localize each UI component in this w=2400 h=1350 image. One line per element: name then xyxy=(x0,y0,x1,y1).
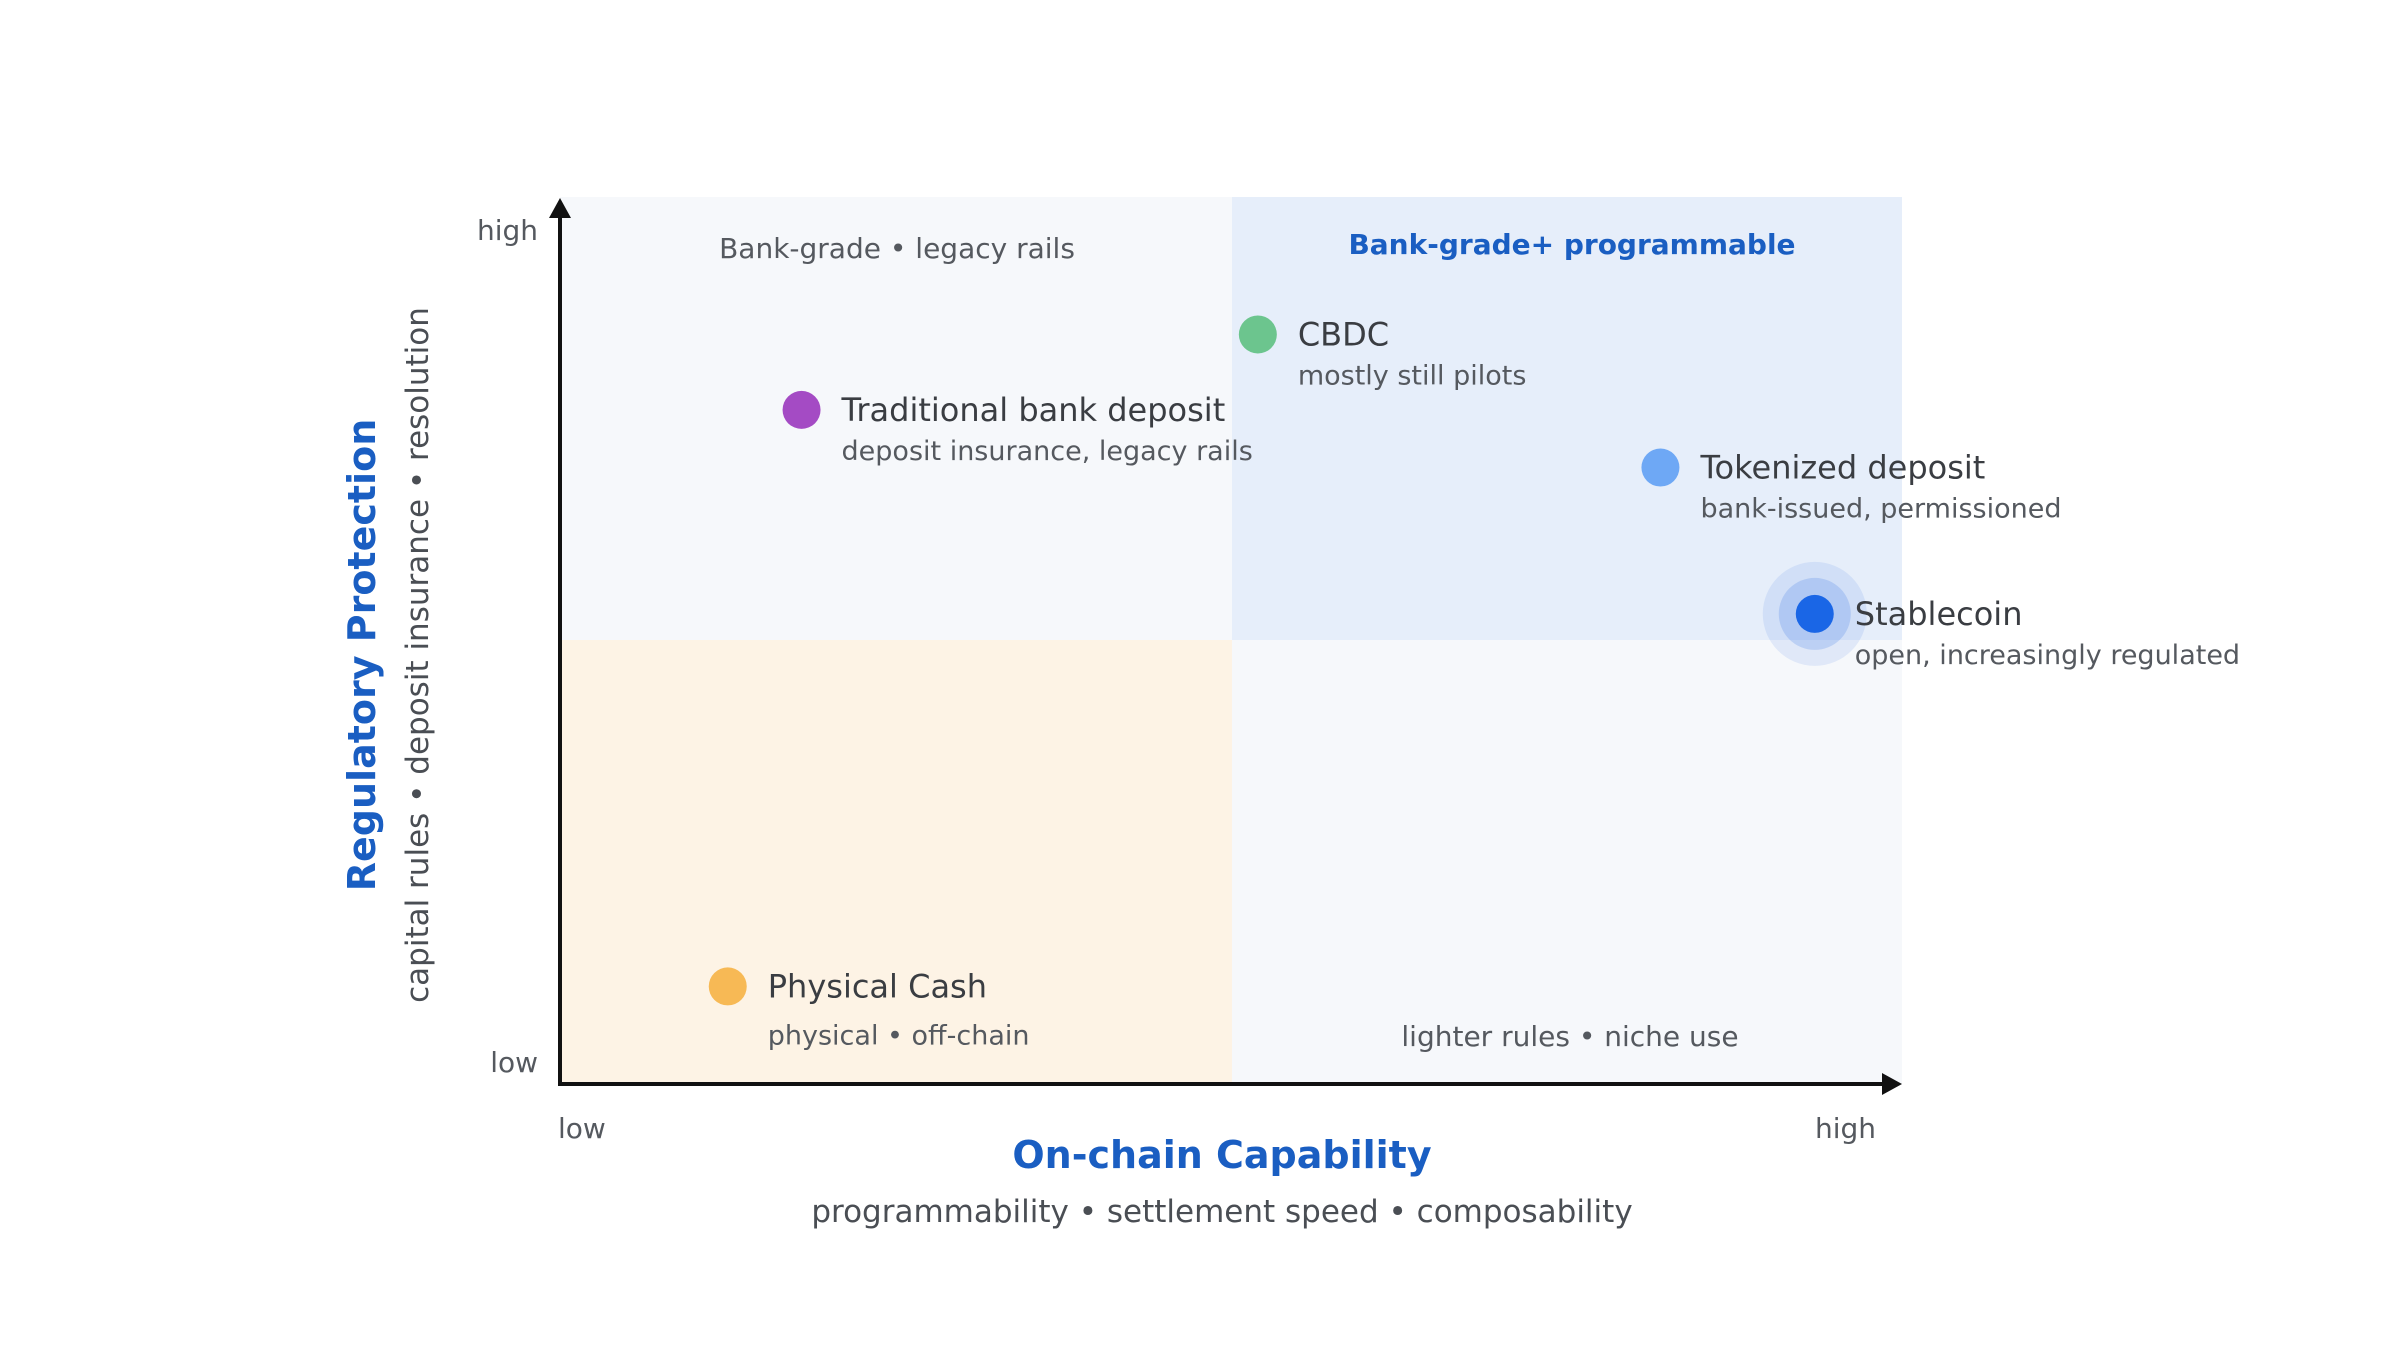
point-name: Physical Cash xyxy=(768,967,987,1005)
quadrant-label-top-left: Bank-grade • legacy rails xyxy=(719,232,1075,265)
point-note: open, increasingly regulated xyxy=(1855,640,2240,671)
y-tick-low: low xyxy=(490,1046,538,1079)
point-tokenized-deposit: Tokenized deposit bank-issued, permission… xyxy=(1641,448,2061,525)
y-axis-arrowhead xyxy=(549,198,571,218)
point-name: Traditional bank deposit xyxy=(841,391,1226,429)
y-axis-subtitle: capital rules • deposit insurance • reso… xyxy=(400,307,436,1003)
y-tick-high: high xyxy=(477,214,538,247)
x-tick-low: low xyxy=(558,1112,606,1145)
point-marker xyxy=(1641,448,1680,487)
point-name: CBDC xyxy=(1298,315,1389,353)
quadrant-top-right xyxy=(1232,197,1902,640)
quadrant-bottom-left xyxy=(560,640,1232,1084)
point-marker xyxy=(1238,315,1277,354)
point-note: bank-issued, permissioned xyxy=(1700,494,2061,525)
x-axis-title: On-chain Capability xyxy=(1012,1133,1431,1177)
point-note: physical • off-chain xyxy=(768,1020,1030,1051)
x-tick-high: high xyxy=(1815,1112,1876,1145)
point-physical-cash: Physical Cash physical • off-chain xyxy=(708,967,1030,1051)
point-note: mostly still pilots xyxy=(1298,360,1527,391)
point-marker xyxy=(1795,594,1834,633)
point-name: Stablecoin xyxy=(1855,595,2023,633)
point-cbdc: CBDC mostly still pilots xyxy=(1238,315,1527,391)
quadrant-top-left xyxy=(560,197,1232,640)
x-axis-arrowhead xyxy=(1882,1073,1902,1095)
point-note: deposit insurance, legacy rails xyxy=(842,436,1253,467)
point-marker xyxy=(782,390,821,429)
x-axis-subtitle: programmability • settlement speed • com… xyxy=(811,1194,1632,1230)
points-layer: Traditional bank deposit deposit insuranc… xyxy=(708,315,2240,1051)
quadrant-label-top-right: Bank-grade+ programmable xyxy=(1348,228,1795,261)
point-name: Tokenized deposit xyxy=(1699,449,1985,487)
point-traditional-bank-deposit: Traditional bank deposit deposit insuranc… xyxy=(782,390,1253,467)
y-axis-title: Regulatory Protection xyxy=(340,419,384,891)
point-stablecoin: Stablecoin open, increasingly regulated xyxy=(1762,561,2240,671)
quadrant-label-bottom-right: lighter rules • niche use xyxy=(1401,1020,1738,1053)
quadrant-bottom-right xyxy=(1232,640,1902,1084)
point-marker xyxy=(708,967,747,1006)
